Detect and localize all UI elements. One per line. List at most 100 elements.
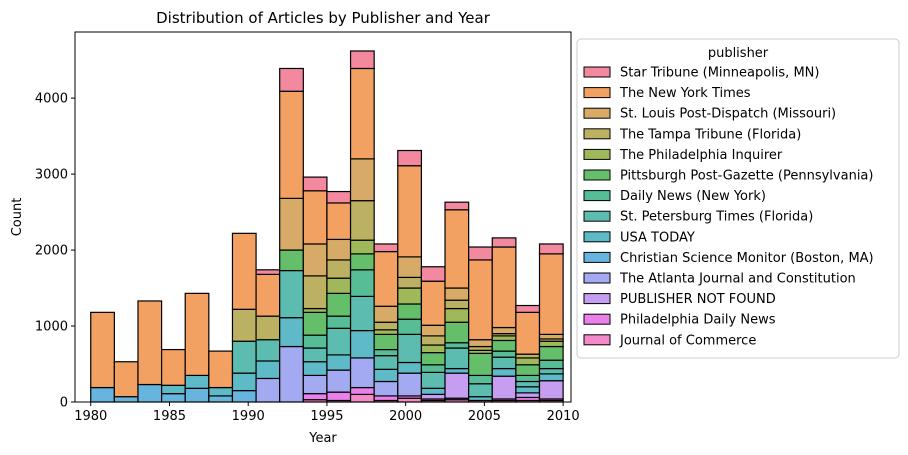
legend-entry-label: Christian Science Monitor (Boston, MA) bbox=[620, 251, 874, 266]
y-tick-label: 4000 bbox=[35, 92, 68, 107]
bar-segment bbox=[444, 307, 470, 323]
legend-entry-label: The New York Times bbox=[619, 86, 751, 101]
bar-segment bbox=[538, 373, 564, 382]
x-axis-ticks: 1980 1985 1990 1995 2000 2005 2010 bbox=[74, 402, 580, 424]
bar-segment bbox=[373, 329, 399, 335]
bar-segment bbox=[373, 321, 399, 331]
bar-segment bbox=[255, 339, 281, 362]
bar-segment bbox=[326, 327, 352, 356]
bar-segment bbox=[302, 347, 328, 363]
bar-segment bbox=[397, 303, 423, 320]
bar-segment bbox=[397, 333, 423, 364]
bar-segment bbox=[468, 383, 493, 398]
bar-segment bbox=[302, 275, 328, 310]
bar-segment bbox=[420, 335, 446, 346]
bar-segment bbox=[444, 372, 470, 399]
bar-segment bbox=[231, 232, 257, 310]
legend-entry-label: Philadelphia Daily News bbox=[620, 313, 776, 328]
x-axis-title: Year bbox=[308, 431, 337, 446]
bar-segment bbox=[538, 345, 564, 361]
bar-segment bbox=[326, 202, 352, 241]
legend-entry-label: The Atlanta Journal and Constitution bbox=[619, 272, 856, 287]
bar-segment bbox=[231, 390, 257, 403]
legend-swatch bbox=[583, 334, 611, 346]
bar-segment bbox=[420, 352, 446, 366]
bar-segment bbox=[326, 277, 352, 294]
bar-segment bbox=[231, 308, 257, 342]
legend-swatch bbox=[583, 148, 611, 160]
bar-segment bbox=[113, 361, 139, 398]
bar-segment bbox=[161, 393, 186, 403]
bar-segment bbox=[420, 387, 446, 396]
x-tick-label: 1980 bbox=[74, 409, 107, 424]
bar-segment bbox=[491, 246, 517, 329]
bar-segment bbox=[184, 292, 210, 377]
bar-segment bbox=[397, 287, 423, 305]
bar-segment bbox=[349, 269, 375, 297]
bar-segment bbox=[326, 292, 352, 317]
x-tick-label: 1985 bbox=[153, 409, 186, 424]
bar-segment bbox=[420, 364, 446, 373]
bar-segment bbox=[208, 386, 234, 397]
bar-segment bbox=[515, 380, 541, 388]
bar-segment bbox=[444, 367, 470, 374]
bar-segment bbox=[373, 305, 399, 323]
legend-entry-label: St. Petersburg Times (Florida) bbox=[620, 210, 813, 225]
bar-segment bbox=[515, 357, 541, 366]
x-tick-label: 1995 bbox=[310, 409, 343, 424]
y-tick-label: 1000 bbox=[35, 320, 68, 335]
bar-segment bbox=[373, 380, 399, 397]
bar-segment bbox=[538, 380, 564, 400]
bar-segment bbox=[255, 269, 281, 275]
bar-segment bbox=[491, 237, 517, 248]
bar-segment bbox=[349, 67, 375, 160]
legend-swatch bbox=[583, 66, 611, 78]
bar-segment bbox=[397, 165, 423, 258]
bar-segment bbox=[468, 374, 493, 385]
bar-segment bbox=[538, 243, 564, 255]
bar-segment bbox=[184, 374, 210, 389]
bar-segment bbox=[420, 280, 446, 326]
legend-frame bbox=[576, 38, 900, 359]
bar-segment bbox=[90, 386, 115, 403]
legend-swatch bbox=[583, 107, 611, 119]
bar-segment bbox=[444, 209, 470, 289]
bar-segment bbox=[420, 393, 446, 400]
legend-swatch bbox=[583, 293, 611, 305]
bar-segment bbox=[538, 340, 564, 348]
bar-segment bbox=[349, 329, 375, 359]
bar-segment bbox=[208, 395, 234, 403]
bar-segment bbox=[302, 374, 328, 395]
y-axis-title: Count bbox=[10, 198, 25, 237]
x-tick-label: 1990 bbox=[232, 409, 265, 424]
bar-segment bbox=[279, 249, 304, 272]
bar-segment bbox=[491, 356, 517, 370]
legend-entry-label: The Tampa Tribune (Florida) bbox=[619, 127, 801, 142]
bar-segment bbox=[326, 190, 352, 204]
bar-segment bbox=[397, 276, 423, 289]
legend-swatch bbox=[583, 251, 611, 263]
bar-segment bbox=[515, 304, 541, 313]
bar-segment bbox=[491, 339, 517, 352]
bar-segment bbox=[349, 200, 375, 241]
bar-segment bbox=[279, 317, 304, 348]
bar-segment bbox=[444, 342, 470, 349]
bar-segment bbox=[302, 311, 328, 336]
bar-segment bbox=[137, 383, 163, 403]
bar-segment bbox=[420, 266, 446, 282]
x-tick-label: 2005 bbox=[468, 409, 501, 424]
legend-entry-label: PUBLISHER NOT FOUND bbox=[620, 292, 776, 307]
legend-entry-label: Pittsburgh Post-Gazette (Pennsylvania) bbox=[620, 169, 873, 184]
bars-layer bbox=[90, 50, 564, 403]
bar-segment bbox=[397, 256, 423, 279]
bar-segment bbox=[444, 201, 470, 211]
bar-segment bbox=[491, 375, 517, 400]
bar-segment bbox=[420, 324, 446, 337]
bar-segment bbox=[255, 377, 281, 403]
bar-segment bbox=[349, 393, 375, 403]
bar-segment bbox=[326, 238, 352, 261]
bar-segment bbox=[349, 357, 375, 389]
bar-segment bbox=[231, 372, 257, 392]
bar-segment bbox=[302, 243, 328, 277]
